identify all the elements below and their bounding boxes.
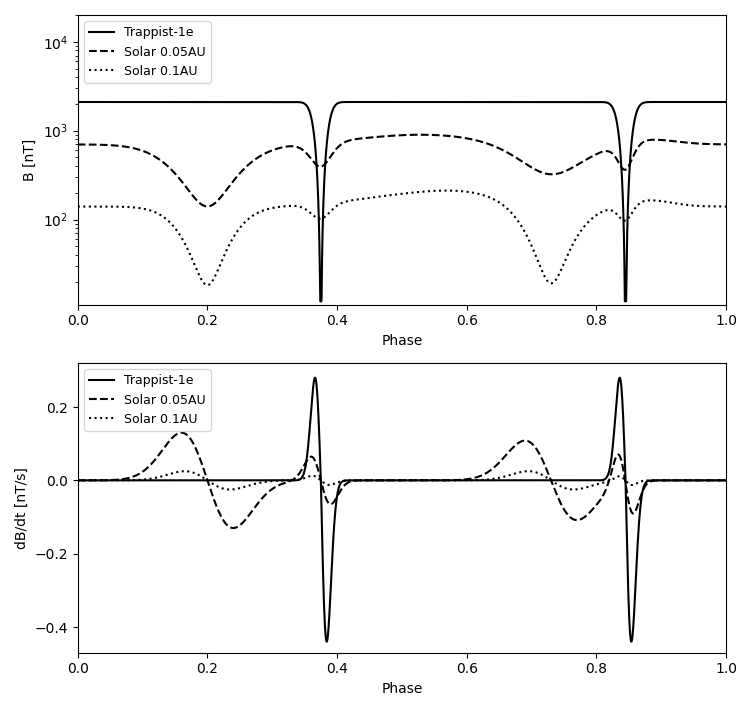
Solar 0.05AU <box>186 188 195 197</box>
Solar 0.1AU <box>323 480 332 488</box>
Solar 0.1AU <box>639 476 648 485</box>
Solar 0.1AU <box>73 476 82 485</box>
Trappist-1e <box>639 99 648 107</box>
Solar 0.1AU <box>147 474 156 483</box>
Solar 0.1AU <box>147 207 156 215</box>
Solar 0.1AU <box>709 202 718 210</box>
Solar 0.05AU <box>416 130 425 139</box>
Line: Solar 0.1AU: Solar 0.1AU <box>77 191 726 285</box>
Trappist-1e <box>709 476 718 485</box>
Y-axis label: B [nT]: B [nT] <box>23 139 37 181</box>
Line: Trappist-1e: Trappist-1e <box>77 378 726 641</box>
Solar 0.1AU <box>709 476 718 485</box>
Solar 0.1AU <box>186 250 195 259</box>
Legend: Trappist-1e, Solar 0.05AU, Solar 0.1AU: Trappist-1e, Solar 0.05AU, Solar 0.1AU <box>84 21 211 82</box>
Y-axis label: dB/dt [nT/s]: dB/dt [nT/s] <box>15 467 29 549</box>
X-axis label: Phase: Phase <box>381 682 423 696</box>
Solar 0.05AU <box>639 484 648 493</box>
Solar 0.05AU <box>229 524 238 533</box>
Solar 0.05AU <box>186 434 195 443</box>
Solar 0.05AU <box>147 151 156 159</box>
Line: Trappist-1e: Trappist-1e <box>77 102 726 301</box>
Solar 0.05AU <box>147 459 156 468</box>
Solar 0.05AU <box>322 158 331 166</box>
Line: Solar 0.05AU: Solar 0.05AU <box>77 433 726 528</box>
Line: Solar 0.1AU: Solar 0.1AU <box>77 471 726 489</box>
Solar 0.05AU <box>73 476 82 485</box>
Solar 0.1AU <box>441 186 450 195</box>
Trappist-1e <box>322 141 331 150</box>
Solar 0.05AU <box>639 137 648 146</box>
Solar 0.05AU <box>721 140 730 149</box>
Solar 0.1AU <box>73 202 82 210</box>
Solar 0.1AU <box>180 467 190 476</box>
Trappist-1e <box>350 476 359 485</box>
Trappist-1e <box>147 476 156 485</box>
Line: Solar 0.05AU: Solar 0.05AU <box>77 134 726 206</box>
Trappist-1e <box>186 97 195 106</box>
Solar 0.05AU <box>350 476 359 485</box>
Solar 0.05AU <box>709 476 718 485</box>
Solar 0.1AU <box>186 468 195 476</box>
Trappist-1e <box>73 476 82 485</box>
Solar 0.1AU <box>350 476 359 485</box>
Trappist-1e <box>322 637 331 646</box>
Solar 0.05AU <box>203 202 212 210</box>
Solar 0.1AU <box>721 476 730 485</box>
Solar 0.1AU <box>203 281 212 289</box>
X-axis label: Phase: Phase <box>381 334 423 348</box>
Solar 0.1AU <box>226 485 235 493</box>
Trappist-1e <box>709 97 718 106</box>
Solar 0.05AU <box>721 476 730 485</box>
Solar 0.05AU <box>323 496 332 505</box>
Solar 0.1AU <box>721 202 730 210</box>
Trappist-1e <box>627 637 636 646</box>
Trappist-1e <box>639 482 648 491</box>
Solar 0.05AU <box>73 140 82 149</box>
Trappist-1e <box>73 97 82 106</box>
Solar 0.05AU <box>350 135 359 144</box>
Trappist-1e <box>721 476 730 485</box>
Trappist-1e <box>147 97 156 106</box>
Solar 0.1AU <box>322 211 331 220</box>
Solar 0.1AU <box>350 196 359 204</box>
Trappist-1e <box>316 297 325 306</box>
Solar 0.1AU <box>639 197 648 205</box>
Solar 0.05AU <box>177 429 186 437</box>
Solar 0.05AU <box>709 140 718 149</box>
Trappist-1e <box>615 373 624 382</box>
Trappist-1e <box>186 476 195 485</box>
Legend: Trappist-1e, Solar 0.05AU, Solar 0.1AU: Trappist-1e, Solar 0.05AU, Solar 0.1AU <box>84 369 211 431</box>
Trappist-1e <box>350 97 359 106</box>
Trappist-1e <box>721 97 730 106</box>
